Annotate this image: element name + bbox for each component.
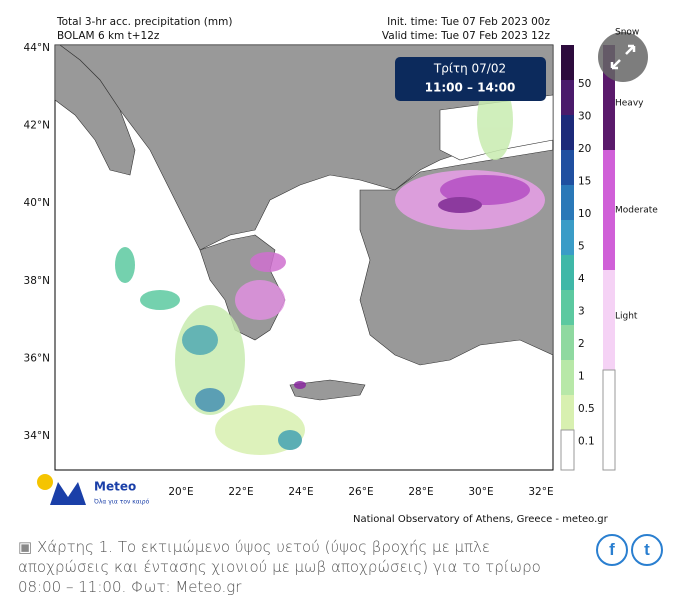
lat-label: 40°N	[24, 197, 50, 209]
rain-scale-label: 20	[578, 143, 591, 155]
lon-label: 22°E	[228, 486, 253, 498]
rain-scale-label: 10	[578, 208, 591, 220]
rain-scale-label: 0.5	[578, 403, 595, 415]
logo-mark	[50, 482, 86, 505]
credit: National Observatory of Athens, Greece -…	[353, 514, 609, 525]
snow-scale-label: Heavy	[615, 99, 644, 109]
facebook-button[interactable]: f	[596, 534, 628, 566]
rain-scale-label: 15	[578, 176, 591, 188]
expand-icon	[610, 44, 636, 70]
map-figure: Τρίτη 07/02 11:00 – 14:00 Total 3-hr acc…	[23, 16, 659, 525]
valid-time: Valid time: Tue 07 Feb 2023 12z	[382, 30, 551, 42]
italy	[54, 44, 136, 176]
rain-scale-label: 0.1	[578, 436, 595, 448]
rain-scale-label: 3	[578, 306, 585, 318]
logo-tagline: Όλα για τον καιρό	[93, 499, 150, 506]
snow-scale-label: Snow	[615, 28, 639, 38]
lat-label: 42°N	[24, 120, 50, 132]
lat-label: 36°N	[24, 352, 50, 364]
lon-label: 30°E	[468, 486, 493, 498]
lon-label: 26°E	[348, 486, 373, 498]
caption-text: Χάρτης 1. Το εκτιμώμενο ύψος υετού (ύψος…	[18, 538, 541, 596]
precip	[115, 80, 545, 455]
badge-day: Τρίτη 07/02	[433, 62, 506, 76]
snow-scale-label: Light	[615, 312, 638, 322]
rain-scale-label: 5	[578, 241, 585, 253]
logo-sun	[37, 474, 53, 490]
init-time: Init. time: Tue 07 Feb 2023 00z	[387, 16, 550, 28]
lat-label: 44°N	[24, 42, 50, 54]
expand-button[interactable]	[598, 32, 648, 82]
axis-labels: 44°N 42°N 40°N 38°N 36°N 34°N 20°E 22°E 24°E 26°E…	[24, 28, 659, 499]
rain-scale-label: 2	[578, 338, 585, 350]
lon-label: 20°E	[168, 486, 193, 498]
rain-scale-label: 1	[578, 371, 585, 383]
lat-label: 38°N	[24, 275, 50, 287]
model-label: BOLAM 6 km t+12z	[57, 30, 160, 42]
lon-label: 24°E	[288, 486, 313, 498]
rain-scale-label: 30	[578, 111, 591, 123]
caption: ▣ Χάρτης 1. Το εκτιμώμενο ύψος υετού (ύψ…	[18, 538, 541, 596]
badge-hours: 11:00 – 14:00	[425, 81, 516, 95]
twitter-button[interactable]: t	[631, 534, 663, 566]
snow-colorbar	[602, 45, 616, 471]
rain-colorbar	[560, 45, 575, 471]
snow-scale-label: Moderate	[615, 206, 658, 216]
rain-scale-label: 50	[578, 78, 591, 90]
time-badge	[395, 57, 546, 101]
lat-label: 34°N	[24, 430, 50, 442]
lon-label: 32°E	[528, 486, 553, 498]
map-title: Total 3-hr acc. precipitation (mm)	[56, 16, 232, 28]
lon-label: 28°E	[408, 486, 433, 498]
crete	[289, 379, 366, 401]
rain-scale-label: 4	[578, 273, 585, 285]
map-area	[54, 44, 554, 471]
logo-name: Meteo	[94, 480, 136, 494]
